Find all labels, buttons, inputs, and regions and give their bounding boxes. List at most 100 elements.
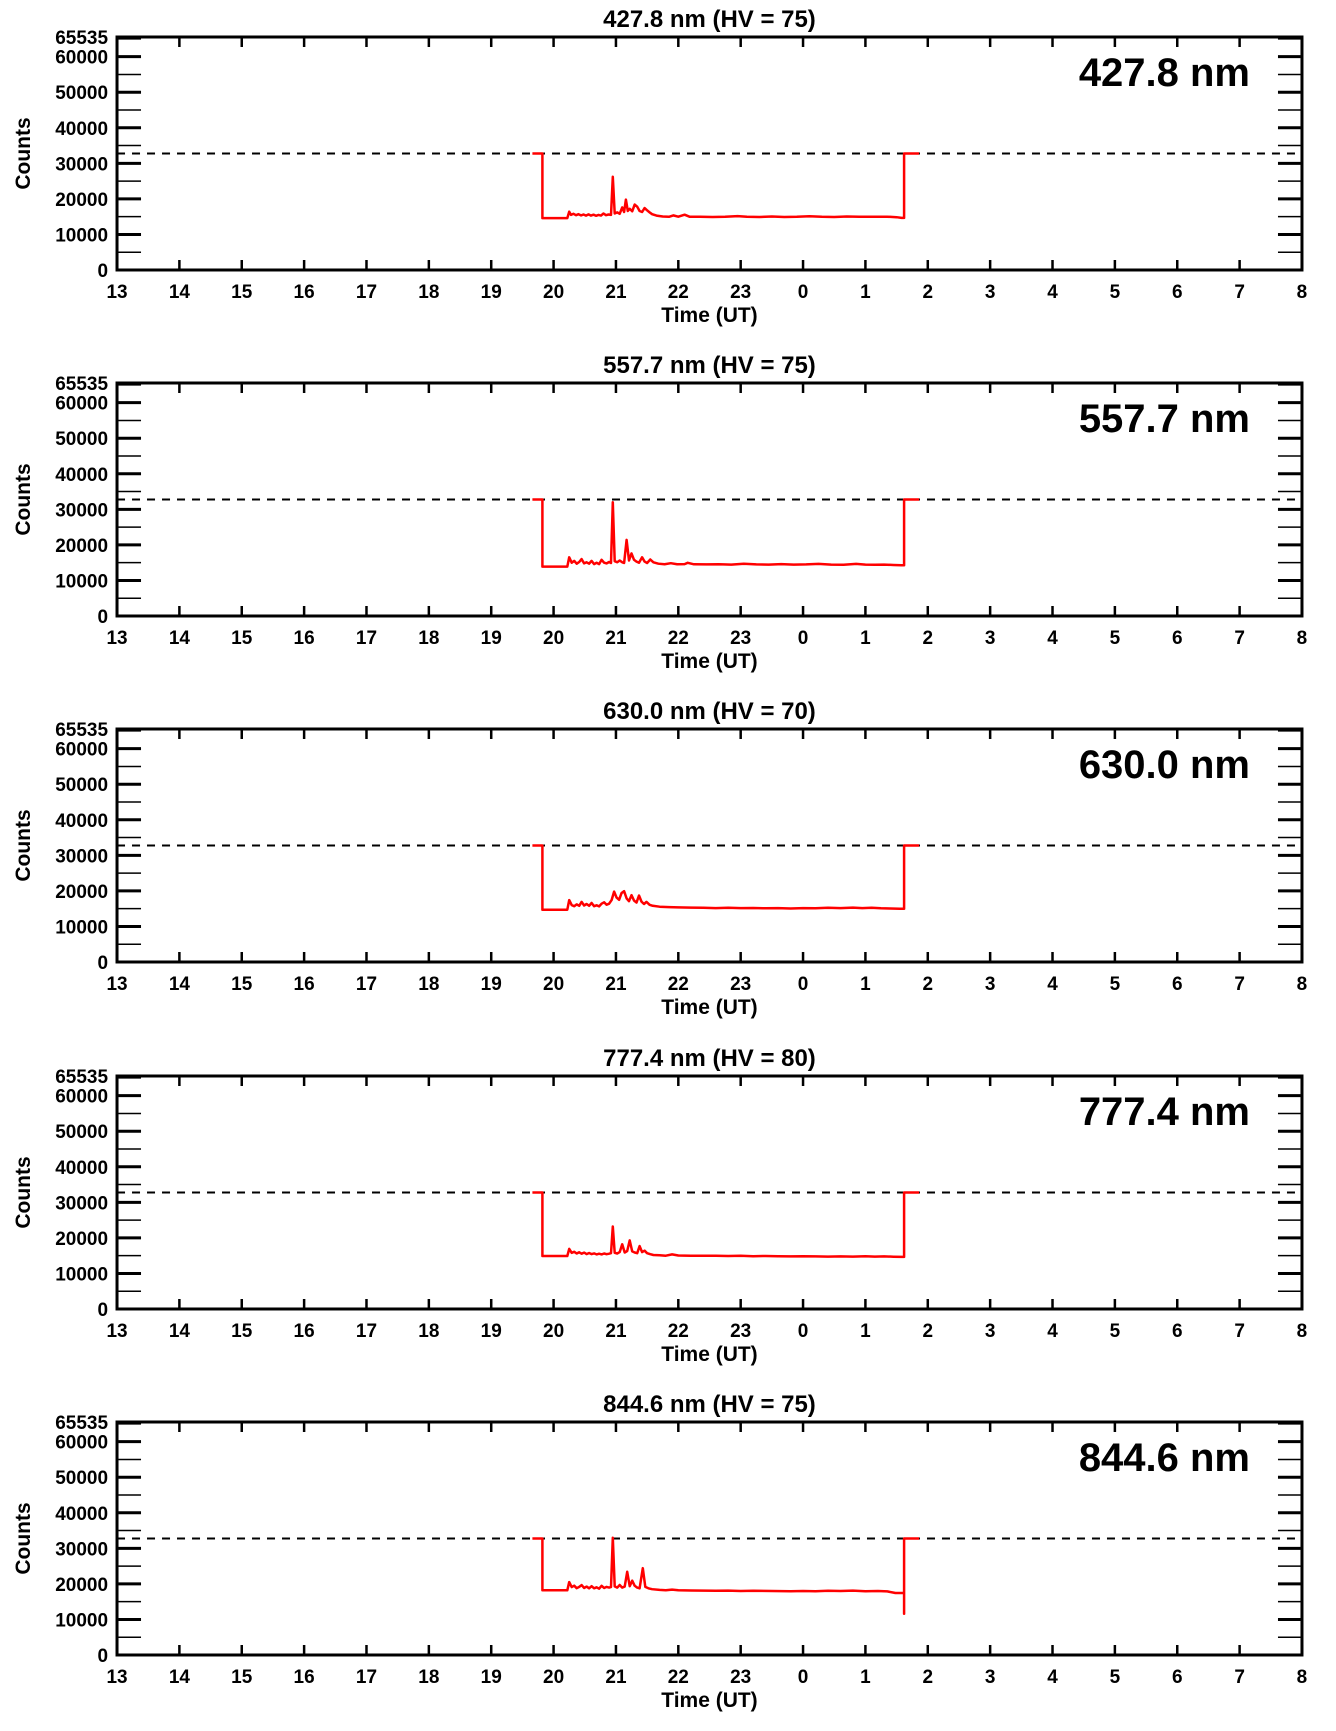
- x-tick-label: 8: [1297, 974, 1308, 995]
- x-tick-label: 19: [481, 282, 502, 303]
- chart-panel-630.0nm: 13 14 15 16 17 18 19 20 21 22 23 0 1 2 3 4 5 6 7 8655356000…: [12, 698, 1308, 1019]
- x-tick-label: 21: [605, 974, 627, 995]
- x-tick-label: 1: [860, 974, 871, 995]
- x-axis-label: Time (UT): [661, 650, 757, 673]
- x-tick-label: 23: [730, 1321, 751, 1342]
- y-tick-label: 40000: [55, 1157, 108, 1178]
- x-tick-label: 8: [1297, 628, 1308, 649]
- x-tick-label: 20: [543, 628, 564, 649]
- y-axis-label: Counts: [12, 1502, 35, 1574]
- x-tick-label: 2: [922, 974, 933, 995]
- x-tick-label: 8: [1297, 1321, 1308, 1342]
- x-tick-label: 21: [605, 1667, 627, 1688]
- chart-panel-427.8nm: 13 14 15 16 17 18 19 20 21 22 23 0 1 2 3 4 5 6 7 8655356000…: [12, 6, 1308, 327]
- y-tick-label: 20000: [55, 190, 108, 211]
- x-tick-label: 13: [106, 1667, 127, 1688]
- y-tick-label: 40000: [55, 465, 108, 486]
- x-tick-label: 15: [231, 974, 253, 995]
- x-tick-label: 6: [1172, 974, 1183, 995]
- y-axis-label: Counts: [12, 810, 35, 882]
- x-tick-label: 22: [668, 282, 689, 303]
- x-tick-label: 13: [106, 628, 127, 649]
- x-tick-label: 6: [1172, 1667, 1183, 1688]
- x-tick-label: 19: [481, 628, 502, 649]
- panel-wavelength-label: 777.4 nm: [1079, 1090, 1250, 1134]
- x-tick-label: 19: [481, 974, 502, 995]
- x-tick-label: 17: [356, 974, 377, 995]
- x-tick-label: 5: [1110, 1667, 1121, 1688]
- y-tick-label: 65535: [55, 1067, 108, 1088]
- plot-frame: [115, 35, 1304, 272]
- plot-frame: [115, 381, 1304, 618]
- x-tick-label: 4: [1047, 1321, 1058, 1342]
- data-series-line: [532, 1190, 920, 1258]
- x-tick-label: 13: [106, 974, 127, 995]
- panel-wavelength-label: 557.7 nm: [1079, 397, 1250, 441]
- y-tick-label: 0: [97, 953, 108, 974]
- x-axis-label: Time (UT): [661, 996, 757, 1019]
- x-tick-label: 14: [169, 628, 191, 649]
- y-tick-label: 30000: [55, 501, 108, 522]
- x-tick-label: 0: [798, 282, 809, 303]
- x-tick-label: 13: [106, 1321, 127, 1342]
- y-tick-label: 50000: [55, 1468, 108, 1489]
- x-tick-label: 7: [1234, 282, 1245, 303]
- y-tick-label: 40000: [55, 119, 108, 140]
- y-tick-label: 0: [97, 1300, 108, 1321]
- panel-wavelength-label: 630.0 nm: [1079, 743, 1250, 787]
- plot-frame: [115, 727, 1304, 964]
- x-tick-label: 3: [985, 1321, 996, 1342]
- y-tick-label: 10000: [55, 225, 108, 246]
- x-tick-label: 7: [1234, 1321, 1245, 1342]
- y-tick-label: 0: [97, 261, 108, 282]
- x-tick-label: 0: [798, 974, 809, 995]
- x-tick-label: 19: [481, 1321, 502, 1342]
- y-tick-label: 50000: [55, 1122, 108, 1143]
- x-tick-label: 21: [605, 1321, 627, 1342]
- x-tick-label: 19: [481, 1667, 502, 1688]
- x-tick-label: 16: [294, 1321, 315, 1342]
- y-tick-label: 60000: [55, 48, 108, 69]
- x-tick-label: 16: [294, 974, 315, 995]
- x-tick-label: 18: [418, 628, 439, 649]
- x-tick-label: 3: [985, 974, 996, 995]
- y-axis-label: Counts: [12, 464, 35, 536]
- x-tick-label: 7: [1234, 628, 1245, 649]
- x-tick-label: 8: [1297, 282, 1308, 303]
- y-tick-label: 10000: [55, 1264, 108, 1285]
- x-tick-label: 17: [356, 282, 377, 303]
- x-tick-label: 16: [294, 282, 315, 303]
- x-axis-label: Time (UT): [661, 304, 757, 327]
- y-tick-label: 50000: [55, 776, 108, 797]
- y-tick-label: 30000: [55, 1539, 108, 1560]
- x-tick-label: 1: [860, 1321, 871, 1342]
- y-tick-label: 0: [97, 1646, 108, 1667]
- x-tick-label: 14: [169, 1321, 191, 1342]
- y-tick-label: 20000: [55, 1575, 108, 1596]
- y-tick-label: 30000: [55, 154, 108, 175]
- x-tick-label: 14: [169, 974, 191, 995]
- x-tick-label: 1: [860, 628, 871, 649]
- x-tick-label: 8: [1297, 1667, 1308, 1688]
- x-tick-label: 18: [418, 1321, 439, 1342]
- x-tick-label: 0: [798, 628, 809, 649]
- x-tick-label: 14: [169, 1667, 191, 1688]
- panel-title: 777.4 nm (HV = 80): [603, 1045, 816, 1072]
- x-tick-label: 0: [798, 1667, 809, 1688]
- plot-frame: [115, 1420, 1304, 1657]
- x-tick-label: 23: [730, 1667, 751, 1688]
- y-tick-label: 60000: [55, 1432, 108, 1453]
- x-tick-label: 23: [730, 628, 751, 649]
- y-tick-label: 10000: [55, 572, 108, 593]
- x-tick-label: 5: [1110, 974, 1121, 995]
- x-tick-label: 20: [543, 974, 564, 995]
- data-series-line: [532, 152, 920, 220]
- x-tick-label: 23: [730, 974, 751, 995]
- x-tick-label: 17: [356, 1321, 377, 1342]
- y-tick-label: 30000: [55, 847, 108, 868]
- y-tick-label: 65535: [55, 720, 108, 741]
- panel-title: 427.8 nm (HV = 75): [603, 6, 816, 33]
- x-axis-label: Time (UT): [661, 1689, 757, 1712]
- y-tick-label: 60000: [55, 394, 108, 415]
- data-series-line: [532, 844, 920, 912]
